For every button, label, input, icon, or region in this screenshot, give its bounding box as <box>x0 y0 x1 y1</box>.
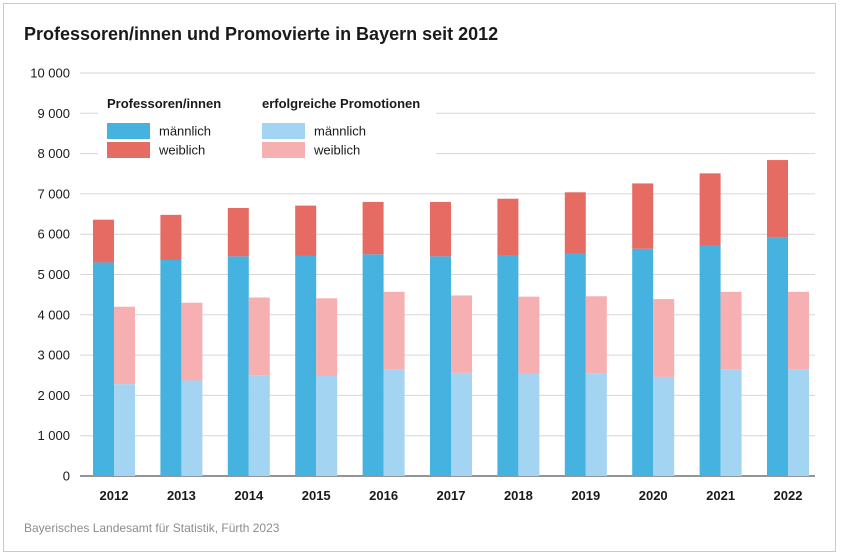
legend-label: weiblich <box>313 143 360 158</box>
bar-segment <box>564 192 586 254</box>
bar-segment <box>699 245 721 476</box>
x-tick-label: 2012 <box>100 488 129 503</box>
bar-segment <box>430 201 451 257</box>
y-tick-label: 10 000 <box>30 66 70 81</box>
legend-swatch <box>262 142 305 158</box>
x-tick-label: 2013 <box>167 488 196 503</box>
legend: Professoren/innen männlich weiblich erfolgr… <box>98 88 436 168</box>
bar-segment <box>295 205 317 256</box>
bar-segment <box>114 306 135 385</box>
legend-swatch <box>107 123 150 139</box>
x-tick-label: 2018 <box>504 488 533 503</box>
bar-segment <box>451 372 472 476</box>
x-tick-label: 2019 <box>571 488 600 503</box>
y-tick-label: 0 <box>63 469 70 484</box>
source-note: Bayerisches Landesamt für Statistik, Für… <box>24 521 280 535</box>
bar-segment <box>653 376 675 476</box>
y-tick-label: 1 000 <box>37 428 70 443</box>
x-tick-label: 2014 <box>234 488 264 503</box>
x-tick-label: 2020 <box>639 488 668 503</box>
bar-segment <box>383 291 405 370</box>
x-tick-label: 2017 <box>437 488 466 503</box>
bar-segment <box>451 295 472 373</box>
bar-segment <box>788 291 809 370</box>
bar-segment <box>720 291 742 370</box>
x-tick-label: 2022 <box>774 488 803 503</box>
bar-segment <box>248 375 270 476</box>
x-tick-label: 2015 <box>302 488 331 503</box>
y-tick-label: 4 000 <box>37 307 70 322</box>
bar-segment <box>430 256 451 476</box>
legend-group-title: Professoren/innen <box>107 96 221 111</box>
bar-segment <box>564 253 586 476</box>
chart-title: Professoren/innen und Promovierte in Bay… <box>24 24 499 44</box>
bar-segment <box>699 173 721 246</box>
legend-label: weiblich <box>158 143 205 158</box>
bar-marks <box>93 160 809 476</box>
x-tick-label: 2016 <box>369 488 398 503</box>
bar-segment <box>316 298 338 377</box>
bar-segment <box>160 259 182 476</box>
bar-segment <box>788 369 809 476</box>
y-tick-label: 8 000 <box>37 146 70 161</box>
bar-segment <box>93 262 114 476</box>
y-tick-label: 9 000 <box>37 106 70 121</box>
legend-label: männlich <box>314 124 366 139</box>
bar-segment <box>93 219 114 263</box>
bar-segment <box>160 214 182 260</box>
bar-segment <box>362 201 384 255</box>
bar-segment <box>767 237 788 476</box>
y-tick-label: 3 000 <box>37 348 70 363</box>
x-axis-labels: 2012 2013 2014 2015 2016 2017 2018 2019 2020 2021… <box>100 488 803 503</box>
y-tick-label: 2 000 <box>37 388 70 403</box>
bar-segment <box>181 380 203 476</box>
legend-swatch <box>107 142 150 158</box>
bar-segment <box>114 384 135 476</box>
legend-label: männlich <box>159 124 211 139</box>
bar-segment <box>767 160 788 238</box>
bar-segment <box>295 255 317 476</box>
legend-group-title: erfolgreiche Promotionen <box>262 96 420 111</box>
bar-segment <box>316 376 338 476</box>
bar-segment <box>585 373 607 476</box>
legend-swatch <box>262 123 305 139</box>
bar-segment <box>632 248 654 476</box>
bar-segment <box>227 256 249 476</box>
bar-segment <box>585 296 607 374</box>
bar-segment <box>653 299 675 377</box>
y-tick-label: 6 000 <box>37 227 70 242</box>
bar-segment <box>497 255 519 476</box>
bar-segment <box>518 374 540 476</box>
y-tick-label: 7 000 <box>37 186 70 201</box>
bar-segment <box>248 297 270 376</box>
bar-segment <box>720 369 742 476</box>
bar-segment <box>518 296 540 375</box>
y-axis-labels: 0 1 000 2 000 3 000 4 000 5 000 6 000 7 000 8 00… <box>30 66 70 484</box>
bar-segment <box>497 198 519 256</box>
bar-segment <box>227 208 249 257</box>
bar-segment <box>362 254 384 476</box>
y-tick-label: 5 000 <box>37 267 70 282</box>
bar-segment <box>632 183 654 249</box>
bar-segment <box>383 369 405 476</box>
x-tick-label: 2021 <box>706 488 735 503</box>
bar-segment <box>181 302 203 381</box>
